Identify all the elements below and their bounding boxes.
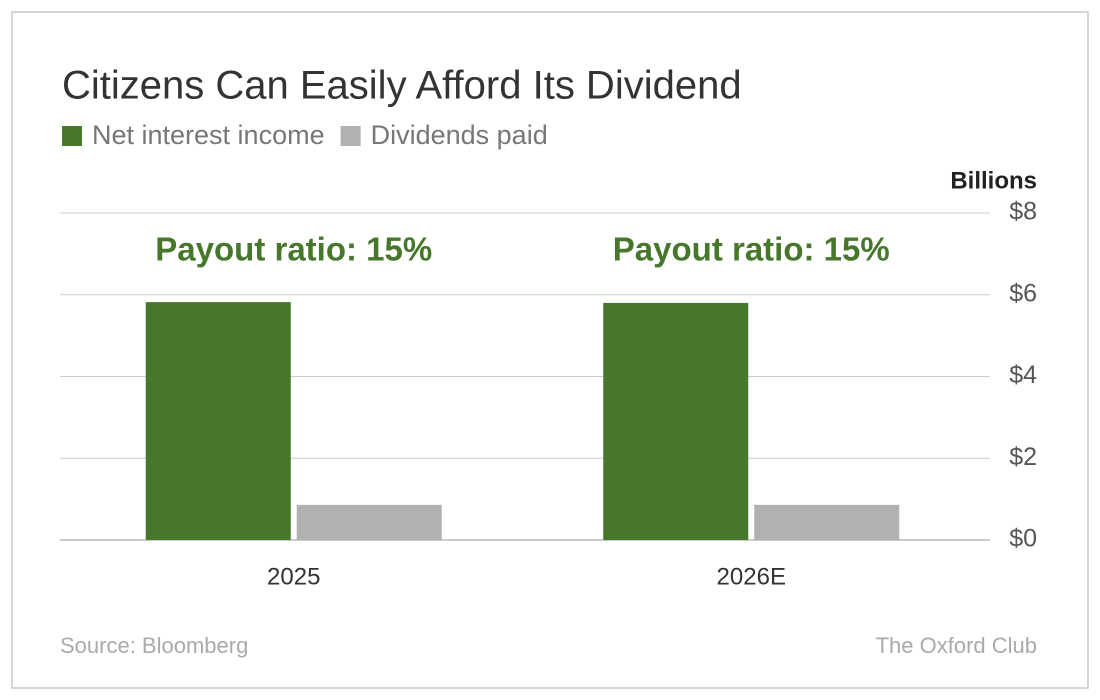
bar [145, 302, 291, 540]
legend-swatch [62, 126, 82, 146]
brand: The Oxford Club [876, 633, 1037, 658]
bar [754, 504, 900, 540]
legend-label: Net interest income [92, 120, 325, 150]
y-tick-label: $8 [1009, 198, 1037, 226]
legend-swatch [340, 126, 361, 146]
legend-label: Dividends paid [371, 120, 548, 150]
y-tick-label: $2 [1009, 443, 1037, 471]
bar [296, 504, 442, 540]
annotation: Payout ratio: 15% [155, 231, 432, 268]
annotation: Payout ratio: 15% [613, 231, 890, 268]
x-tick-label: 2026E [717, 563, 786, 590]
bar [603, 302, 749, 540]
x-tick-label: 2025 [267, 563, 320, 590]
y-tick-label: $0 [1009, 525, 1037, 553]
chart-title: Citizens Can Easily Afford Its Dividend [62, 64, 742, 108]
y-tick-label: $6 [1009, 279, 1037, 307]
y-tick-label: $4 [1009, 361, 1037, 389]
y-axis-label: Billions [950, 167, 1037, 194]
source: Source: Bloomberg [60, 633, 248, 658]
